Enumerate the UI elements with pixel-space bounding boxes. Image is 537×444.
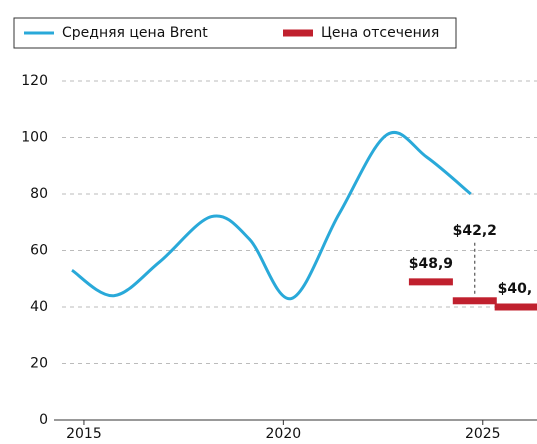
cutoff-bar [408,278,453,286]
x-tick-label: 2020 [266,426,302,442]
y-tick-label: 20 [30,356,48,372]
value-label: $48,9 [409,256,453,272]
y-tick-label: 120 [21,73,48,89]
y-tick-label: 80 [30,186,48,202]
legend-label: Цена отсечения [321,25,439,41]
cutoff-bar [494,303,537,311]
x-tick-label: 2015 [66,426,102,442]
y-tick-label: 0 [39,412,48,428]
value-label: $40, [498,281,533,297]
legend-label: Средняя цена Brent [62,25,208,41]
x-tick-label: 2025 [465,426,501,442]
brent-line [71,131,472,301]
y-tick-label: 100 [21,130,48,146]
legend-box [13,17,457,49]
value-label: $42,2 [453,223,497,239]
y-tick-label: 40 [30,299,48,315]
legend-swatch [283,29,313,37]
y-tick-label: 60 [30,243,48,259]
cutoff-bar [452,297,497,305]
